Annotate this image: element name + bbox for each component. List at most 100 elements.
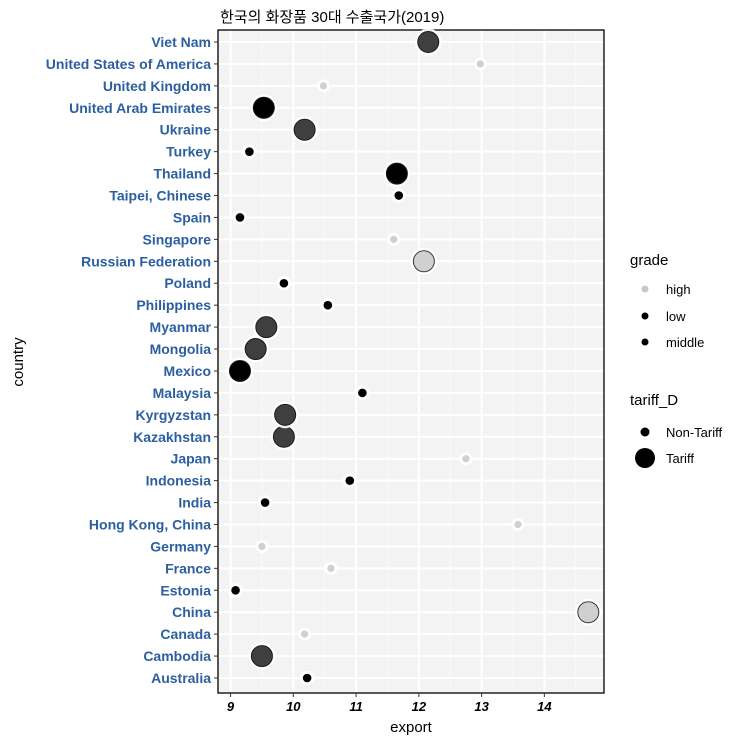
data-point-marker	[385, 162, 408, 185]
data-point	[257, 495, 273, 510]
data-point-marker	[245, 147, 254, 156]
legend-grade-high-label: high	[666, 282, 691, 297]
data-point-marker	[252, 96, 275, 119]
data-point-marker	[235, 213, 245, 222]
legend-grade-middle-label: middle	[666, 335, 704, 350]
y-tick-label: United States of America	[46, 56, 211, 72]
y-tick-label: Kazakhstan	[133, 429, 211, 445]
legend-tariff-non-tariff-key	[640, 427, 650, 437]
data-point	[459, 452, 473, 466]
y-tick-label: Hong Kong, China	[89, 516, 211, 532]
data-point-marker	[228, 359, 251, 382]
y-tick-label: Cambodia	[143, 648, 211, 664]
data-point	[355, 385, 370, 401]
y-tick-label: France	[165, 560, 211, 576]
data-point	[291, 116, 319, 144]
y-tick-label: Russian Federation	[81, 253, 211, 269]
data-point	[342, 473, 358, 488]
data-point	[383, 160, 411, 188]
data-point-marker	[302, 673, 312, 683]
data-point-marker	[417, 31, 440, 53]
x-tick-label: 14	[537, 699, 552, 714]
y-tick-label: Mongolia	[150, 341, 212, 357]
data-point	[232, 210, 248, 225]
data-point	[276, 275, 292, 291]
data-point	[387, 232, 401, 246]
y-tick-label: Singapore	[143, 231, 212, 247]
legend-tariff: tariff_D Non-Tariff Tariff	[630, 392, 723, 468]
panel-background	[218, 30, 604, 693]
data-point	[574, 598, 602, 626]
y-tick-label: Spain	[173, 209, 211, 225]
y-tick-label: Myanmar	[150, 319, 212, 335]
data-point	[226, 357, 254, 385]
y-tick-label: China	[172, 604, 211, 620]
data-point-marker	[319, 82, 328, 90]
data-point-marker	[327, 564, 335, 572]
chart-title: 한국의 화장품 30대 수출국가(2019)	[220, 9, 444, 26]
legend-tariff-non-tariff-label: Non-Tariff	[666, 425, 723, 440]
data-point-marker	[394, 191, 404, 200]
data-point-marker	[412, 250, 435, 273]
y-tick-label: United Arab Emirates	[69, 100, 211, 116]
legend-tariff-tariff-key	[635, 448, 655, 468]
data-point-marker	[250, 645, 273, 668]
data-points	[226, 28, 602, 686]
legend-grade-high-key	[641, 285, 649, 293]
data-point	[473, 57, 487, 71]
data-point-marker	[390, 235, 398, 243]
y-tick-label: Japan	[171, 451, 211, 467]
data-point-marker	[293, 118, 316, 141]
panel-border	[217, 29, 605, 694]
y-tick-label: Canada	[160, 626, 211, 642]
data-point	[255, 539, 269, 554]
data-point-marker	[462, 455, 470, 463]
data-point	[250, 94, 278, 122]
data-point-marker	[260, 498, 270, 507]
y-axis-title: country	[10, 337, 27, 387]
y-tick-label: Estonia	[160, 582, 211, 598]
y-tick-label: Mexico	[164, 363, 211, 379]
data-point-marker	[274, 403, 297, 426]
data-point	[242, 335, 270, 363]
data-point-marker	[323, 300, 333, 310]
data-point-marker	[345, 476, 355, 485]
data-point-marker	[358, 388, 367, 398]
x-tick-label: 12	[412, 699, 427, 714]
y-tick-label: United Kingdom	[103, 78, 211, 94]
data-point-marker	[255, 316, 278, 339]
y-tick-label: Poland	[164, 275, 211, 291]
y-tick-label: Viet Nam	[151, 34, 211, 50]
data-point	[320, 297, 336, 313]
y-tick-label: Australia	[151, 670, 211, 686]
legend-tariff-title: tariff_D	[630, 392, 678, 409]
legend-grade-middle-key	[641, 338, 649, 346]
data-point	[391, 188, 407, 203]
data-point-marker	[577, 601, 600, 624]
legend-grade-title: grade	[630, 252, 668, 269]
legend-grade: grade high low middle	[630, 252, 704, 350]
y-tick-label: Ukraine	[160, 122, 212, 138]
y-tick-label: Kyrgyzstan	[136, 407, 211, 423]
data-point-marker	[258, 542, 266, 551]
data-point-marker	[272, 425, 295, 448]
y-tick-label: Malaysia	[153, 385, 212, 401]
data-point-marker	[476, 60, 484, 68]
data-point	[511, 517, 525, 532]
plot-panel	[217, 29, 605, 694]
data-point	[414, 28, 442, 56]
data-point	[299, 670, 315, 686]
legend-tariff-tariff-label: Tariff	[666, 451, 694, 466]
legend-grade-low-key	[641, 312, 649, 320]
data-point-marker	[514, 520, 522, 529]
x-tick-label: 13	[474, 699, 489, 714]
data-point-marker	[231, 585, 240, 595]
y-tick-label: Germany	[150, 538, 211, 554]
data-point	[271, 401, 299, 429]
data-point	[228, 582, 243, 598]
x-tick-label: 9	[227, 699, 235, 714]
data-point-marker	[244, 338, 267, 361]
legend-grade-low-label: low	[666, 309, 686, 324]
data-point-marker	[301, 630, 309, 638]
